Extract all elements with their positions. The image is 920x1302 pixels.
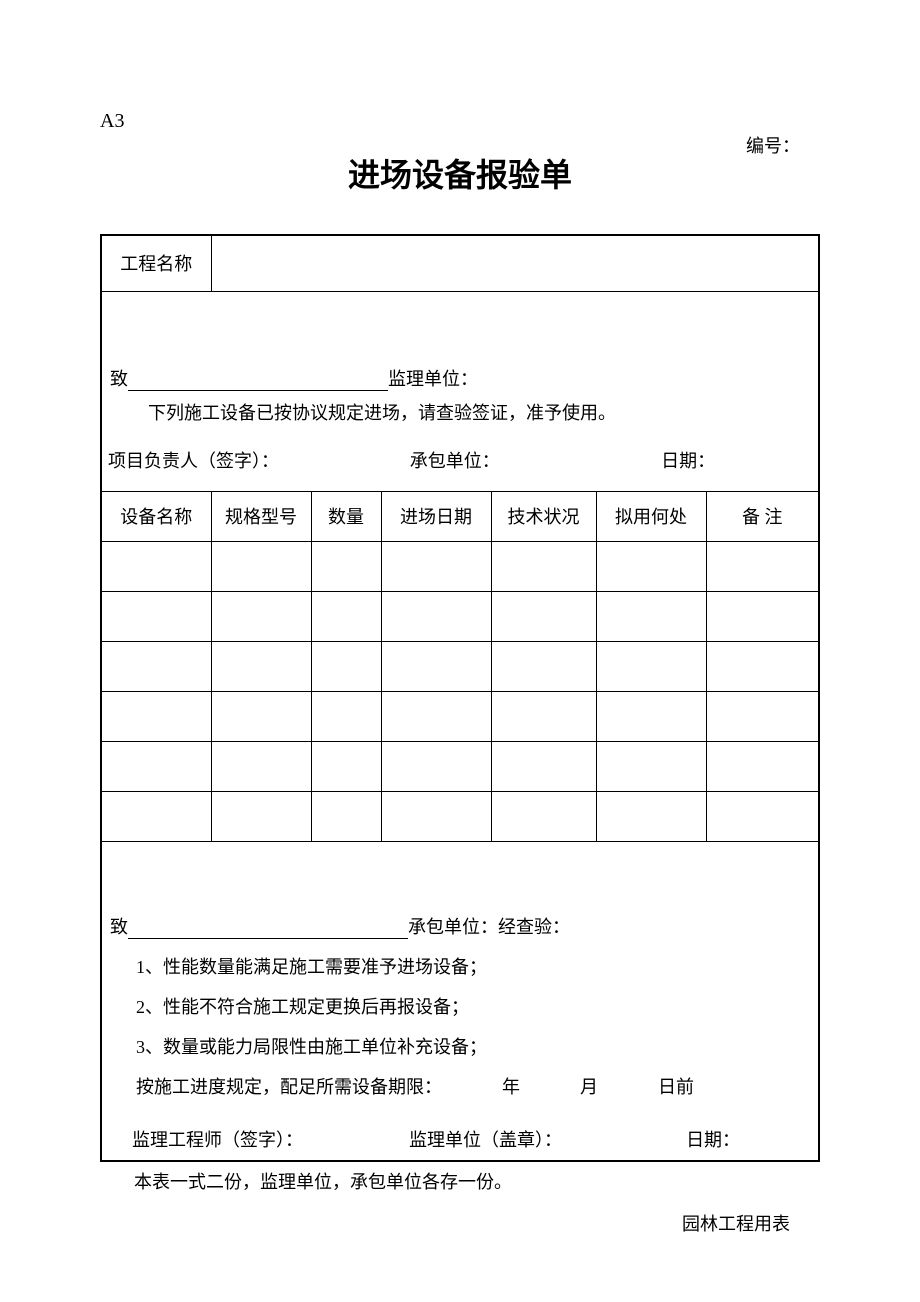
- deadline-day: 日前: [658, 1077, 694, 1097]
- verify-deadline: 按施工进度规定，配足所需设备期限： 年 月 日前: [108, 1073, 812, 1099]
- equipment-row: [101, 591, 819, 641]
- col-tech-status: 技术状况: [491, 491, 596, 541]
- equipment-row: [101, 541, 819, 591]
- cell: [211, 691, 311, 741]
- cell: [101, 641, 211, 691]
- cell: [381, 741, 491, 791]
- cell: [596, 691, 706, 741]
- project-name-value: [211, 235, 819, 291]
- notice-to-suffix: 监理单位：: [388, 369, 478, 389]
- cell: [706, 691, 819, 741]
- equipment-row: [101, 741, 819, 791]
- cell: [706, 591, 819, 641]
- cell: [211, 541, 311, 591]
- footer-note: 本表一式二份，监理单位，承包单位各存一份。: [100, 1168, 820, 1194]
- cell: [381, 691, 491, 741]
- main-form-table: 工程名称 致 监理单位： 下列施工设备已按协议规定进场，请查验签证，准予使用。 项…: [100, 234, 820, 1162]
- cell: [211, 641, 311, 691]
- footer-right: 园林工程用表: [100, 1210, 820, 1236]
- cell: [311, 741, 381, 791]
- cell: [101, 541, 211, 591]
- cell: [491, 641, 596, 691]
- verify-to-suffix: 承包单位：经查验：: [408, 917, 570, 937]
- cell: [491, 741, 596, 791]
- verify-item-2: 2、性能不符合施工规定更换后再报设备；: [108, 993, 812, 1019]
- project-name-label: 工程名称: [101, 235, 211, 291]
- row-project-name: 工程名称: [101, 235, 819, 291]
- cell: [596, 741, 706, 791]
- cell: [596, 791, 706, 841]
- sig-verify-date: 日期：: [686, 1126, 812, 1152]
- cell: [311, 641, 381, 691]
- deadline-year: 年: [502, 1077, 520, 1097]
- cell: [381, 791, 491, 841]
- equipment-header-row: 设备名称 规格型号 数量 进场日期 技术状况 拟用何处 备 注: [101, 491, 819, 541]
- cell: [706, 641, 819, 691]
- cell: [311, 691, 381, 741]
- cell: [311, 591, 381, 641]
- notice-body: 下列施工设备已按协议规定进场，请查验签证，准予使用。: [108, 399, 812, 425]
- cell: [491, 541, 596, 591]
- sig-project-lead: 项目负责人（签字）：: [108, 447, 410, 473]
- notice-to-line: 致 监理单位：: [108, 365, 812, 391]
- cell: [211, 591, 311, 641]
- cell: [211, 791, 311, 841]
- cell: [706, 791, 819, 841]
- col-spec: 规格型号: [211, 491, 311, 541]
- cell: [101, 591, 211, 641]
- col-equipment-name: 设备名称: [101, 491, 211, 541]
- cell: [311, 791, 381, 841]
- verify-signature-row: 监理工程师（签字）： 监理单位（盖章）： 日期：: [132, 1126, 812, 1152]
- cell: [381, 641, 491, 691]
- equipment-row: [101, 641, 819, 691]
- verify-to-prefix: 致: [110, 917, 128, 937]
- equipment-row: [101, 691, 819, 741]
- verify-to-line: 致 承包单位：经查验：: [108, 913, 812, 939]
- cell: [596, 591, 706, 641]
- cell: [101, 741, 211, 791]
- col-usage: 拟用何处: [596, 491, 706, 541]
- sig-contractor: 承包单位：: [410, 447, 661, 473]
- verify-to-blank: [128, 921, 408, 939]
- cell: [706, 541, 819, 591]
- cell: [596, 541, 706, 591]
- col-remark: 备 注: [706, 491, 819, 541]
- verify-item-1: 1、性能数量能满足施工需要准予进场设备；: [108, 953, 812, 979]
- header-row: A3 编号： 进场设备报验单: [100, 110, 820, 226]
- cell: [381, 591, 491, 641]
- cell: [491, 691, 596, 741]
- col-entry-date: 进场日期: [381, 491, 491, 541]
- row-notice: 致 监理单位： 下列施工设备已按协议规定进场，请查验签证，准予使用。 项目负责人（…: [101, 291, 819, 491]
- sig-supervision-unit: 监理单位（盖章）：: [409, 1126, 686, 1152]
- cell: [311, 541, 381, 591]
- sig-supervisor: 监理工程师（签字）：: [132, 1126, 409, 1152]
- serial-label: 编号：: [746, 132, 800, 158]
- page-title: 进场设备报验单: [100, 110, 820, 226]
- notice-to-blank: [128, 373, 388, 391]
- verify-item-3: 3、数量或能力局限性由施工单位补充设备；: [108, 1033, 812, 1059]
- equipment-row: [101, 791, 819, 841]
- cell: [101, 691, 211, 741]
- verify-cell: 致 承包单位：经查验： 1、性能数量能满足施工需要准予进场设备； 2、性能不符合施…: [101, 841, 819, 1161]
- deadline-prefix: 按施工进度规定，配足所需设备期限：: [136, 1077, 442, 1097]
- cell: [491, 791, 596, 841]
- cell: [381, 541, 491, 591]
- col-quantity: 数量: [311, 491, 381, 541]
- sig-date: 日期：: [661, 447, 812, 473]
- row-verify: 致 承包单位：经查验： 1、性能数量能满足施工需要准予进场设备； 2、性能不符合施…: [101, 841, 819, 1161]
- notice-cell: 致 监理单位： 下列施工设备已按协议规定进场，请查验签证，准予使用。 项目负责人（…: [101, 291, 819, 491]
- cell: [596, 641, 706, 691]
- form-code: A3: [100, 110, 124, 133]
- cell: [706, 741, 819, 791]
- cell: [491, 591, 596, 641]
- cell: [101, 791, 211, 841]
- cell: [211, 741, 311, 791]
- notice-to-prefix: 致: [110, 369, 128, 389]
- notice-signature-row: 项目负责人（签字）： 承包单位： 日期：: [108, 447, 812, 473]
- deadline-month: 月: [580, 1077, 598, 1097]
